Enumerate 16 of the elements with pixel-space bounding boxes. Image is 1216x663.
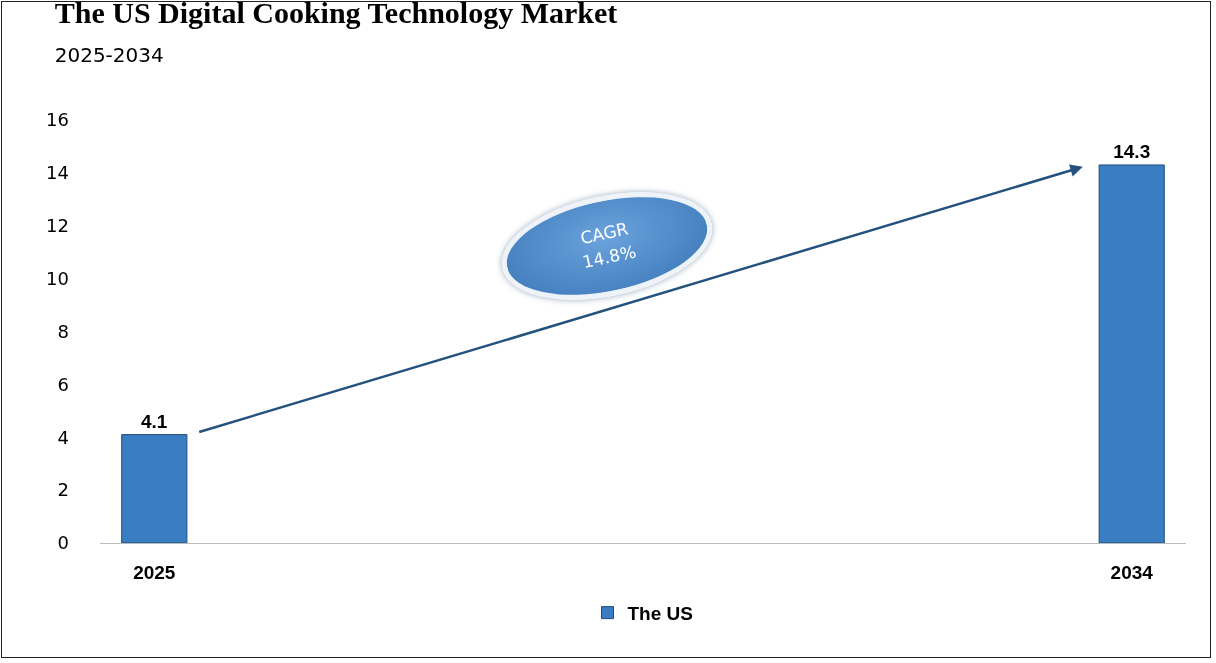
chart-title: The US Digital Cooking Technology Market	[54, 0, 618, 30]
x-tick-label: 2034	[1110, 561, 1154, 583]
y-tick-label: 12	[46, 215, 69, 237]
y-tick-label: 8	[57, 320, 69, 342]
y-tick-label: 6	[57, 373, 69, 395]
data-label: 14.3	[1113, 140, 1151, 162]
y-tick-label: 0	[57, 532, 69, 554]
y-tick-label: 16	[46, 109, 69, 131]
chart-subtitle: 2025-2034	[54, 43, 164, 68]
y-tick-label: 2	[57, 479, 69, 501]
data-label: 4.1	[140, 410, 168, 432]
y-tick-label: 14	[46, 162, 69, 184]
legend-label: The US	[627, 603, 693, 625]
x-tick-label: 2025	[133, 561, 176, 583]
y-tick-label: 4	[57, 426, 69, 448]
y-tick-label: 10	[46, 267, 69, 289]
